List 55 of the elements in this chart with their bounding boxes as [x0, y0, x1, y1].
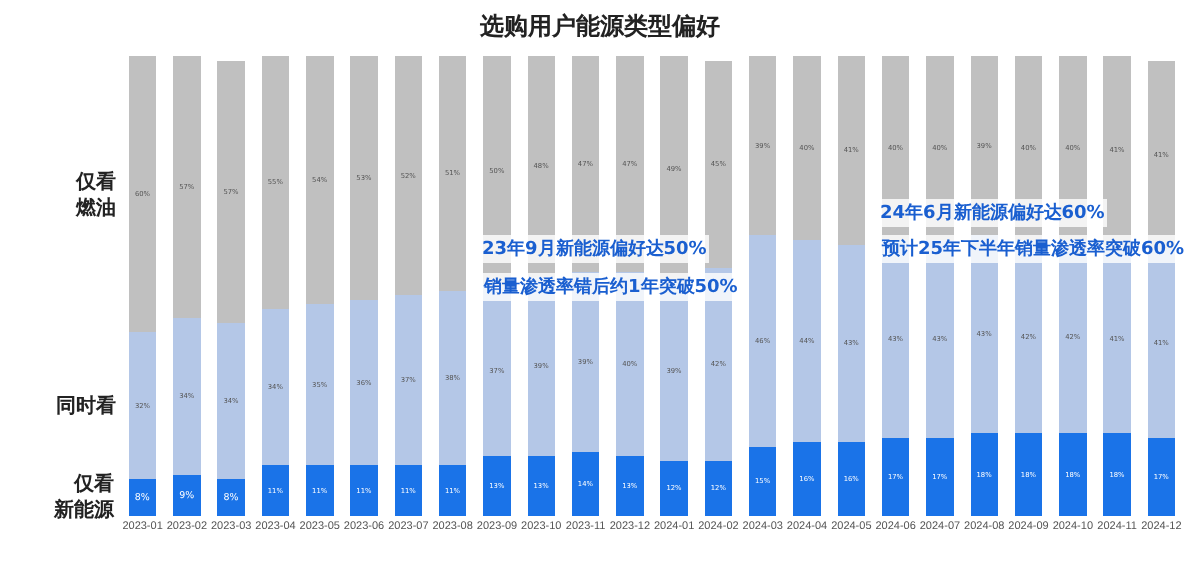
annotation: 预计25年下半年销量渗透率突破60%	[880, 238, 1185, 260]
bar	[306, 56, 334, 305]
bar	[749, 447, 777, 516]
bar	[173, 56, 201, 319]
bar	[128, 479, 157, 516]
bar	[793, 442, 821, 516]
bar	[881, 437, 910, 516]
bar	[749, 56, 777, 236]
bar	[837, 442, 866, 516]
bar	[261, 465, 290, 516]
series-label: 仅看燃油	[74, 170, 116, 220]
bar	[837, 56, 866, 245]
chart-title: 选购用户能源类型偏好	[478, 12, 720, 41]
bar	[527, 456, 555, 516]
bar	[261, 56, 290, 309]
bar	[571, 451, 600, 516]
bar	[217, 322, 245, 480]
bar	[128, 56, 157, 332]
bar	[1059, 433, 1087, 516]
bar	[350, 465, 378, 516]
bar	[793, 56, 821, 240]
bar	[173, 318, 201, 475]
annotation: 23年9月新能源偏好达50%	[482, 238, 707, 260]
bar	[970, 433, 998, 516]
bar	[438, 465, 467, 516]
bar	[483, 456, 511, 516]
bar	[926, 437, 954, 516]
bar	[394, 295, 423, 466]
annotation: 24年6月新能源偏好达60%	[880, 202, 1105, 224]
bar	[350, 299, 378, 466]
bar	[306, 465, 334, 516]
bar	[394, 56, 423, 296]
bar	[704, 60, 733, 268]
bar	[749, 235, 777, 447]
bar	[217, 60, 245, 323]
series-label: 同时看	[56, 394, 116, 418]
bar	[1014, 433, 1043, 516]
bar	[173, 474, 201, 516]
bar	[350, 56, 378, 300]
bar	[704, 460, 733, 516]
bar	[1103, 433, 1131, 516]
bar	[660, 460, 688, 516]
bar	[394, 465, 423, 516]
bar	[616, 456, 644, 516]
annotation: 销量渗透率错后约1年突破50%	[482, 276, 738, 298]
bar	[438, 56, 467, 291]
series-label: 仅看新能源	[52, 472, 116, 522]
bar	[438, 290, 467, 466]
bar	[261, 309, 290, 466]
bar	[306, 304, 334, 466]
bar	[1147, 437, 1176, 516]
bar	[793, 240, 821, 443]
bar	[837, 244, 866, 443]
bar	[128, 332, 157, 480]
bar	[217, 479, 245, 516]
